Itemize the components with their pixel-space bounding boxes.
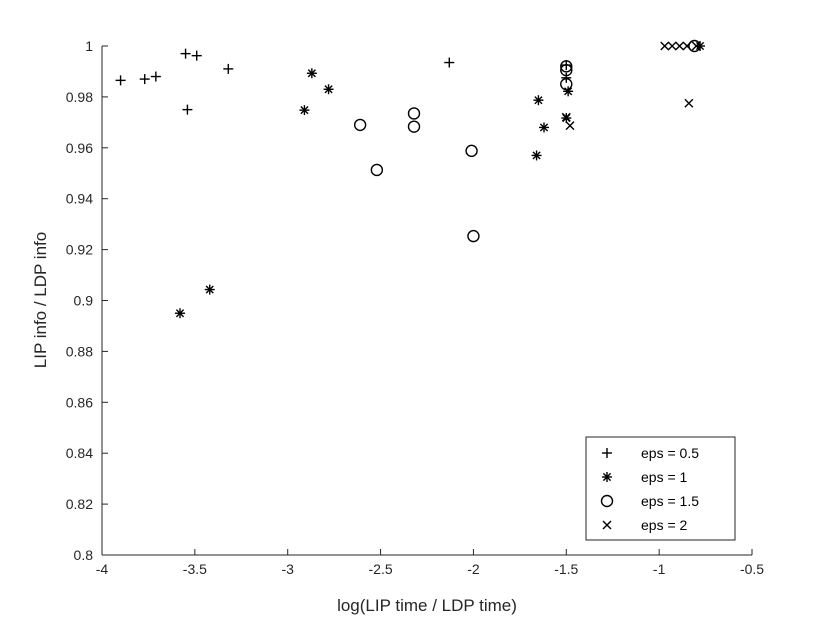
y-tick-label: 0.92 [66,242,93,258]
y-axis-ticks: 0.8 0.82 0.84 0.86 0.88 0.9 0.92 0.94 0.96 0.98 1 [66,38,108,563]
plus-data-point [180,48,191,59]
x-axis-label: log(LIP time / LDP time) [337,596,517,615]
cross-data-point [684,98,694,108]
asterisk-data-point [533,95,544,106]
cross-data-point [682,41,692,51]
asterisk-data-point [323,84,334,95]
y-axis-label: LIP info / LDP info [31,232,50,368]
y-tick-label: 0.9 [74,293,94,309]
series-2 [175,41,705,319]
circle-data-point [688,39,701,53]
plus-data-point [223,63,234,74]
y-tick-label: 0.84 [66,445,93,461]
x-tick-label: -4 [96,561,109,577]
legend-asterisk-icon [602,472,612,482]
asterisk-data-point [531,150,542,161]
legend-label: eps = 2 [641,517,688,533]
circle-data-point [560,60,573,73]
plus-data-point [191,50,202,61]
legend-label: eps = 0.5 [641,445,699,461]
legend: eps = 0.5 eps = 1 eps = 1.5 eps = 2 [585,436,736,541]
y-tick-label: 0.8 [74,547,94,563]
legend-label: eps = 1.5 [641,493,699,509]
circle-data-point [353,118,367,132]
series-3 [353,39,701,243]
y-tick-label: 0.96 [66,140,93,156]
x-tick-label: -2 [467,561,480,577]
plus-data-point [561,72,572,83]
asterisk-data-point [175,308,185,319]
asterisk-data-point [306,68,317,79]
x-tick-label: -3.5 [183,561,207,577]
cross-data-point [660,41,670,51]
series-4 [561,41,701,131]
circle-data-point [467,229,480,243]
circle-data-point [370,163,384,177]
plus-data-point [139,74,150,85]
circle-data-point [560,77,573,91]
cross-data-point [561,112,571,122]
asterisk-data-point [204,284,215,295]
y-tick-label: 1 [85,38,93,54]
asterisk-data-point [539,122,549,133]
series-1 [115,48,572,115]
x-tick-label: -1 [653,561,666,577]
cross-data-point [667,41,677,51]
x-tick-label: -0.5 [740,561,764,577]
y-tick-label: 0.98 [66,89,93,105]
circle-data-point [560,63,573,77]
legend-circle-icon [600,494,614,508]
cross-data-point [675,41,685,51]
x-tick-label: -2.5 [369,561,393,577]
y-tick-label: 0.94 [66,191,93,207]
legend-box [585,436,736,541]
legend-cross-icon [602,520,612,530]
circle-data-point [407,120,421,133]
plus-data-point [182,104,193,115]
y-tick-label: 0.86 [66,394,93,410]
plus-data-point [444,57,455,68]
x-tick-label: -3 [281,561,294,577]
circle-data-point [407,107,421,120]
asterisk-data-point [299,105,310,116]
data-marks [115,39,705,319]
cross-data-point [691,41,701,51]
y-tick-label: 0.82 [66,496,93,512]
y-tick-label: 0.88 [66,343,93,359]
x-axis-ticks: -4 -3.5 -3 -2.5 -2 -1.5 -1 -0.5 [96,549,764,577]
x-tick-label: -1.5 [554,561,578,577]
plus-data-point [150,71,161,82]
circle-data-point [465,144,478,158]
legend-label: eps = 1 [641,469,688,485]
plus-data-point [115,75,126,86]
asterisk-data-point [563,86,574,97]
cross-data-point [565,121,575,131]
legend-plus-icon [602,448,612,458]
